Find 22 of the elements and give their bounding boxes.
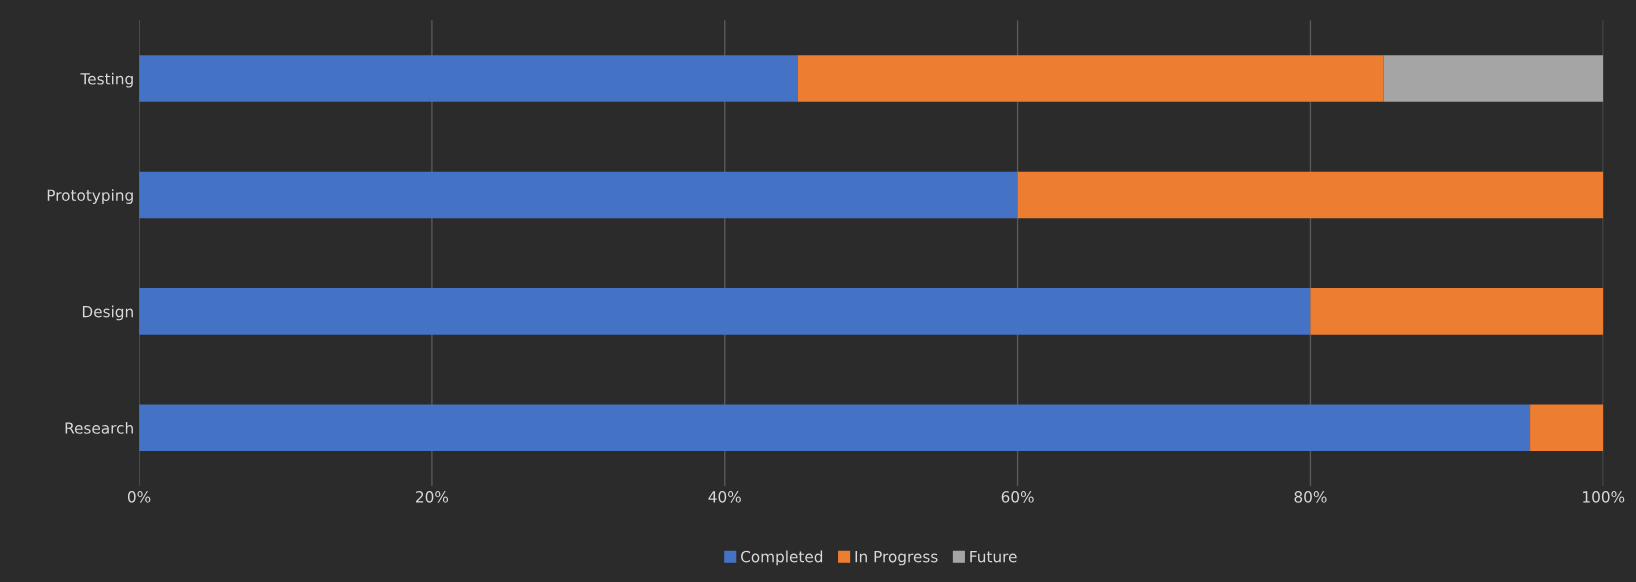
y-tick-label: Prototyping: [47, 189, 133, 204]
y-tick-label: Design: [82, 305, 133, 321]
x-tick-label: 40%: [708, 491, 741, 503]
bar: [139, 288, 1311, 335]
bar: [139, 404, 1531, 452]
legend-label: In Progress: [855, 551, 938, 566]
y-tick-label: Research: [65, 421, 133, 434]
x-tick-label: 20%: [416, 491, 449, 503]
bar: [1530, 404, 1604, 452]
legend-label: Completed: [741, 550, 823, 566]
x-tick-label: 80%: [1294, 491, 1327, 503]
legend-label: Future: [970, 551, 1017, 563]
x-tick-label: 60%: [1001, 491, 1034, 503]
x-tick-label: 0%: [127, 491, 151, 503]
bar: [139, 171, 1018, 219]
bar: [1383, 55, 1604, 102]
x-tick-label: 100%: [1583, 491, 1625, 503]
bar: [139, 55, 798, 102]
y-tick-label: Testing: [80, 72, 133, 88]
bar: [1310, 288, 1604, 335]
bar: [797, 55, 1384, 102]
bar: [1017, 171, 1604, 219]
